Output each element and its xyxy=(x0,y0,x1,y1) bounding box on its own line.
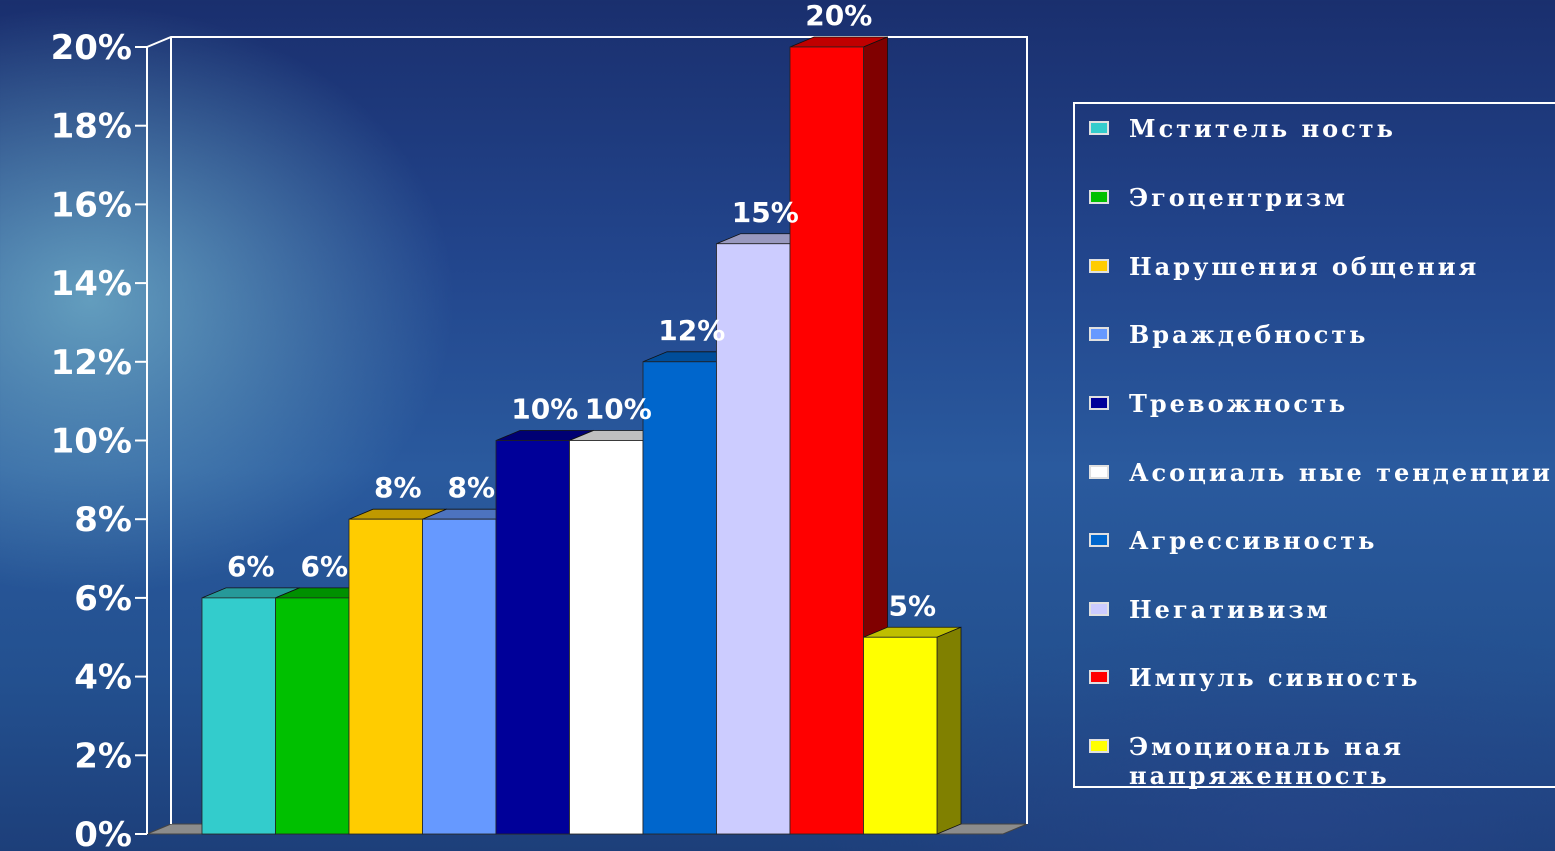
legend-item: Тревожность xyxy=(1089,389,1555,418)
data-label: 8% xyxy=(374,471,422,504)
data-label: 6% xyxy=(227,550,275,583)
legend-swatch xyxy=(1089,465,1109,479)
legend-swatch xyxy=(1089,121,1109,135)
bar xyxy=(863,626,962,835)
bars xyxy=(201,36,962,835)
legend-item: Враждебность xyxy=(1089,320,1555,349)
legend-swatch xyxy=(1089,670,1109,684)
y-tick-label: 12% xyxy=(51,343,132,383)
legend-swatch xyxy=(1089,533,1109,547)
legend-swatch xyxy=(1089,739,1109,753)
legend-label: Эмоциональ ная напряженность xyxy=(1129,732,1405,790)
y-tick-label: 8% xyxy=(74,500,132,540)
y-tick-label: 10% xyxy=(51,422,132,462)
y-tick-label: 18% xyxy=(51,107,132,147)
bar-front xyxy=(201,597,276,835)
legend-label: Эгоцентризм xyxy=(1129,183,1348,212)
legend-label: Агрессивность xyxy=(1129,526,1378,555)
data-label: 5% xyxy=(888,589,936,622)
bar-front xyxy=(716,243,791,835)
bar-front xyxy=(422,518,497,835)
y-tick-label: 14% xyxy=(51,264,132,304)
data-label: 20% xyxy=(805,0,872,32)
legend-swatch xyxy=(1089,259,1109,273)
legend-label: Враждебность xyxy=(1129,320,1369,349)
bar-front xyxy=(569,440,644,835)
bar-front xyxy=(642,361,717,835)
legend-item: Мститель ность xyxy=(1089,114,1555,143)
legend-label: Нарушения общения xyxy=(1129,252,1480,281)
legend-item: Эмоциональ ная напряженность xyxy=(1089,732,1555,790)
legend-swatch xyxy=(1089,602,1109,616)
y-tick-label: 20% xyxy=(51,28,132,68)
y-axis: 0% 2% 4% 6% 8% 10% 12% 14% 16% 18% 20% xyxy=(51,28,148,851)
legend-item: Асоциаль ные тенденции xyxy=(1089,458,1555,487)
data-label: 15% xyxy=(732,196,799,229)
legend-item: Агрессивность xyxy=(1089,526,1555,555)
bar-front xyxy=(495,440,570,835)
bar-front xyxy=(789,46,864,835)
bar-front xyxy=(348,518,423,835)
legend-item: Негативизм xyxy=(1089,595,1555,624)
legend-label: Импуль сивность xyxy=(1129,663,1421,692)
data-label: 10% xyxy=(511,393,578,426)
legend-item: Эгоцентризм xyxy=(1089,183,1555,212)
bar-front xyxy=(275,597,350,835)
data-labels: 6% 6% 8% 8% 10% 10% 12% 15% 20% 5% xyxy=(227,0,936,622)
legend-item: Импуль сивность xyxy=(1089,663,1555,692)
legend: Мститель ность Эгоцентризм Нарушения общен… xyxy=(1073,102,1555,790)
data-label: 8% xyxy=(447,471,495,504)
data-label: 6% xyxy=(300,550,348,583)
legend-swatch xyxy=(1089,396,1109,410)
legend-item: Нарушения общения xyxy=(1089,252,1555,281)
y-tick-label: 4% xyxy=(74,658,132,698)
legend-label: Тревожность xyxy=(1129,389,1349,418)
data-label: 10% xyxy=(585,393,652,426)
y-tick-label: 0% xyxy=(74,815,132,851)
legend-label: Мститель ность xyxy=(1129,114,1396,143)
y-tick-label: 6% xyxy=(74,579,132,619)
y-tick-label: 16% xyxy=(51,185,132,225)
y-tick-label: 2% xyxy=(74,736,132,776)
legend-label: Асоциаль ные тенденции xyxy=(1129,458,1553,487)
data-label: 12% xyxy=(658,314,725,347)
bar-front xyxy=(863,636,938,835)
legend-swatch xyxy=(1089,190,1109,204)
legend-label: Негативизм xyxy=(1129,595,1331,624)
bar-side xyxy=(936,626,962,835)
legend-swatch xyxy=(1089,327,1109,341)
